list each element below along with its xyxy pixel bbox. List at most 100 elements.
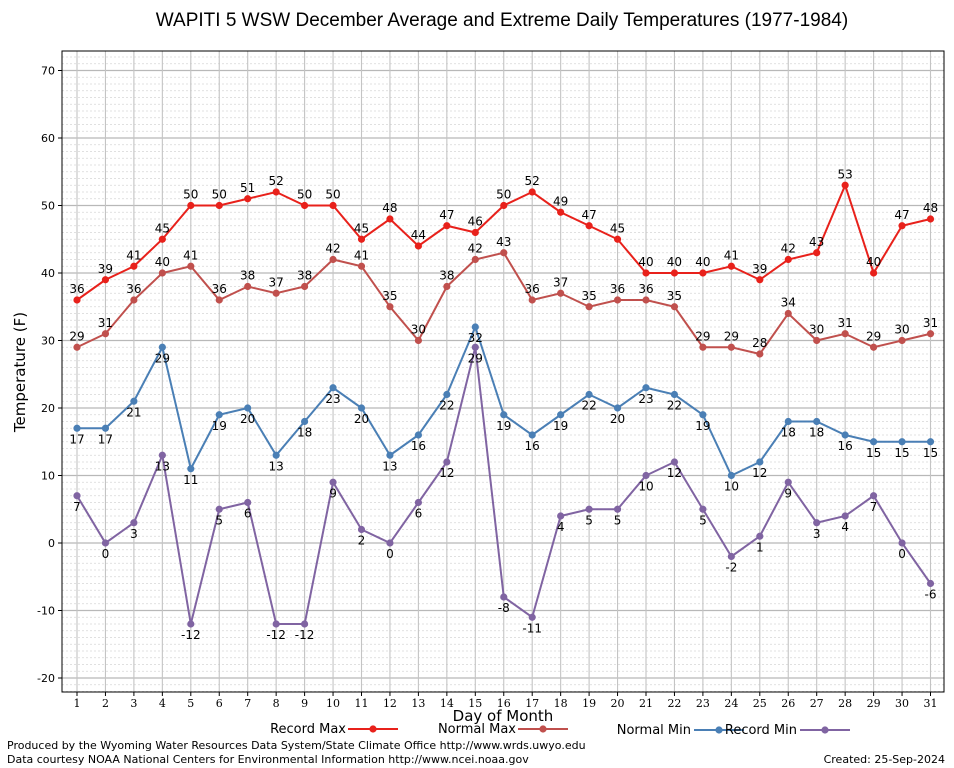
data-label: 36: [638, 282, 653, 296]
data-label: 23: [638, 392, 653, 406]
legend-label: Normal Max: [438, 722, 516, 737]
data-label: 20: [610, 412, 625, 426]
data-label: 0: [898, 547, 906, 561]
data-point: [699, 505, 707, 513]
data-label: -8: [498, 601, 510, 615]
x-tick-label: 23: [696, 697, 710, 710]
data-point: [898, 539, 906, 547]
data-label: 40: [638, 255, 653, 269]
data-label: 20: [240, 412, 255, 426]
x-tick-label: 15: [468, 697, 482, 710]
x-tick-label: 5: [187, 697, 194, 710]
data-point: [329, 478, 337, 486]
data-point: [870, 269, 878, 277]
data-point: [727, 471, 735, 480]
data-point: [813, 519, 821, 527]
data-label: 16: [525, 439, 540, 453]
data-label: 15: [923, 446, 938, 460]
data-label: 38: [240, 269, 255, 283]
data-label: 40: [155, 255, 170, 269]
data-label: 31: [838, 316, 853, 330]
data-point: [699, 343, 707, 351]
data-point: [329, 255, 337, 264]
data-point: [443, 458, 451, 466]
legend: Record Max Normal Max Normal Min Record Min: [270, 722, 850, 738]
data-point: [642, 384, 650, 392]
x-tick-label: 1: [74, 697, 81, 710]
data-point: [386, 451, 394, 459]
data-point: [926, 330, 935, 338]
data-point: [727, 262, 735, 270]
data-point: [158, 235, 166, 243]
data-label: 42: [325, 242, 340, 256]
data-point: [500, 201, 508, 210]
data-point: [443, 390, 451, 399]
data-label: -12: [266, 628, 286, 642]
y-tick-label: 60: [41, 132, 55, 145]
data-point: [301, 620, 309, 628]
data-point: [414, 336, 422, 345]
x-tick-label: 14: [440, 697, 454, 710]
data-point: [500, 249, 508, 257]
data-point: [215, 411, 223, 419]
x-tick-label: 3: [130, 697, 137, 710]
x-tick-label: 28: [838, 697, 852, 710]
data-point: [101, 424, 110, 432]
data-label: 0: [386, 547, 394, 561]
data-label: 51: [240, 181, 255, 195]
data-label: 38: [439, 269, 454, 283]
data-label: 50: [212, 188, 227, 202]
data-point: [670, 458, 679, 466]
data-point: [272, 620, 280, 628]
data-label: 47: [439, 208, 454, 222]
data-point: [841, 431, 849, 439]
y-tick-label: -20: [37, 672, 55, 685]
data-label: 5: [215, 513, 223, 527]
data-label: 9: [329, 486, 337, 500]
data-point: [215, 201, 223, 210]
data-point: [813, 336, 821, 345]
y-tick-label: 0: [48, 537, 55, 550]
data-point: [841, 512, 849, 520]
data-label: 37: [269, 275, 284, 289]
data-point: [443, 282, 451, 291]
data-point: [130, 296, 138, 304]
data-label: 19: [212, 419, 227, 433]
data-point: [357, 525, 366, 534]
data-point: [870, 492, 878, 500]
data-label: 2: [358, 534, 366, 548]
data-point: [585, 222, 593, 230]
data-point: [386, 539, 394, 547]
data-label: 22: [439, 399, 454, 413]
plot-area-frame: [61, 50, 945, 693]
data-label: 29: [468, 351, 483, 365]
data-point: [642, 471, 650, 480]
series-normal-max: 29 31 36 40 41 36 38 37 38 42 41 35 30 38 42 43 36 37 35 36…: [69, 235, 938, 358]
legend-item: Normal Max: [438, 722, 568, 737]
data-point: [187, 465, 195, 473]
data-point: [841, 181, 849, 189]
x-tick-label: 13: [411, 697, 425, 710]
data-point: [528, 188, 536, 196]
x-tick-label: 29: [867, 697, 881, 710]
data-point: [357, 262, 366, 270]
data-label: 35: [667, 289, 682, 303]
data-label: 7: [73, 500, 81, 514]
data-label: 35: [382, 289, 397, 303]
data-label: 18: [781, 426, 796, 440]
data-point: [471, 228, 479, 237]
data-point: [272, 289, 280, 297]
data-label: 47: [581, 208, 596, 222]
data-point: [329, 201, 337, 210]
data-point: [272, 451, 280, 459]
y-tick-label: 70: [41, 65, 55, 78]
data-label: 38: [297, 269, 312, 283]
data-label: 37: [553, 275, 568, 289]
data-point: [727, 552, 735, 561]
data-label: 42: [468, 242, 483, 256]
data-label: 7: [870, 500, 878, 514]
x-tick-label: 11: [355, 697, 369, 710]
data-label: -2: [725, 561, 737, 575]
data-point: [756, 276, 764, 284]
